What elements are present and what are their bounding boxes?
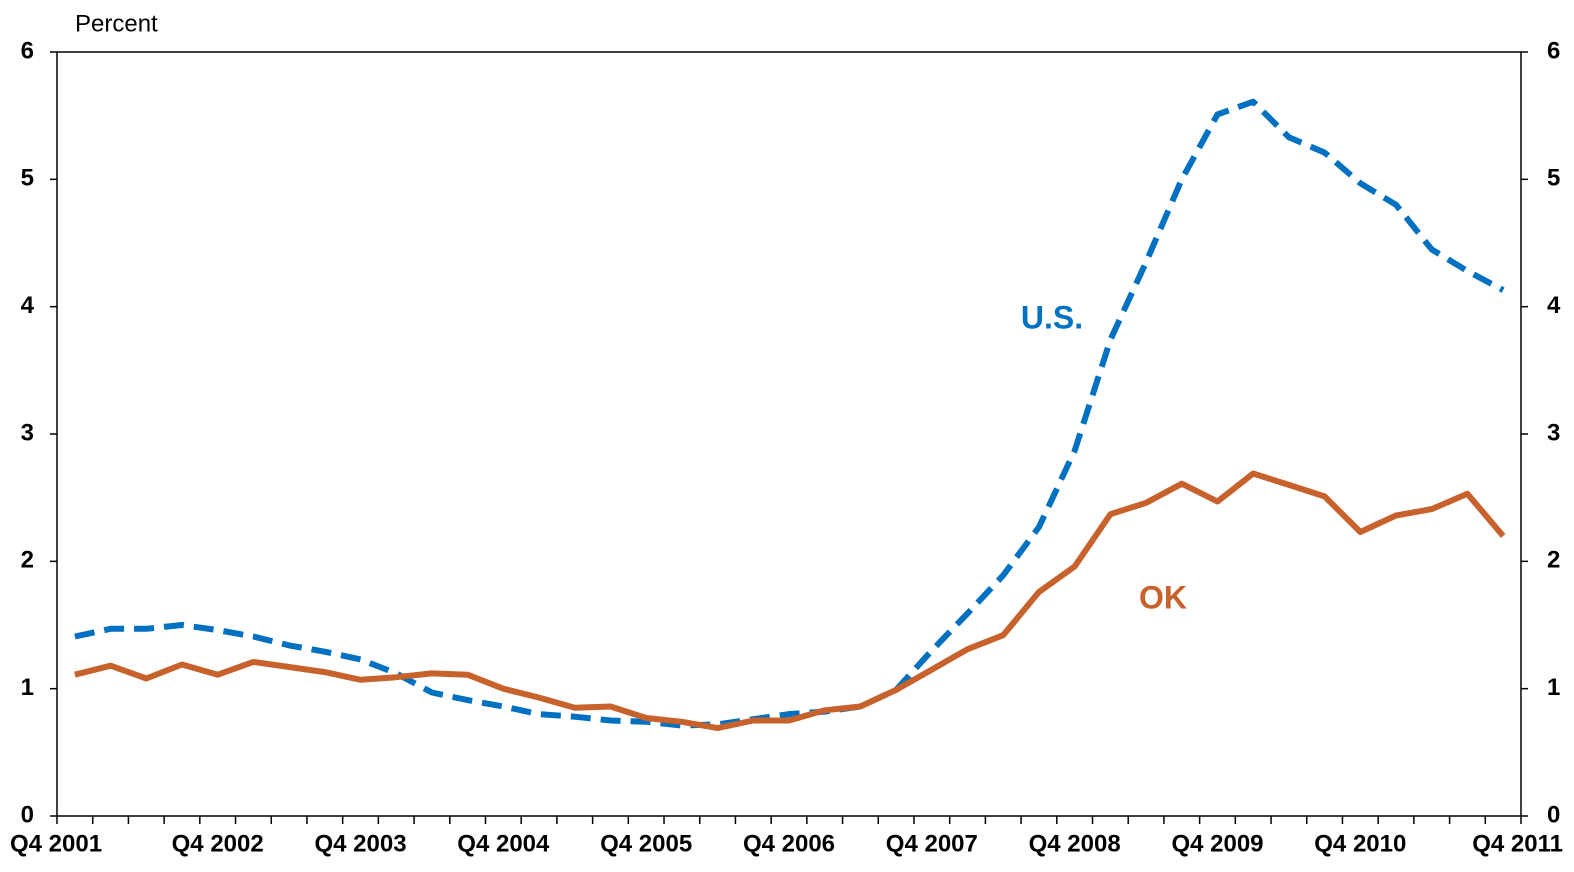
x-tick-label: Q4 2010 <box>1314 830 1406 857</box>
y2-tick-label: 1 <box>1547 674 1560 701</box>
x-tick-label: Q4 2002 <box>172 830 264 857</box>
y-tick-label: 4 <box>21 292 35 319</box>
y2-tick-label: 5 <box>1547 165 1560 192</box>
y-tick-label: 5 <box>21 165 34 192</box>
series-label: U.S. <box>1021 299 1083 335</box>
x-tick-label: Q4 2001 <box>10 830 102 857</box>
y-tick-label: 1 <box>21 674 34 701</box>
x-tick-label: Q4 2009 <box>1171 830 1263 857</box>
x-tick-label: Q4 2005 <box>600 830 692 857</box>
y-tick-label: 2 <box>21 547 34 574</box>
series-label: OK <box>1139 579 1187 615</box>
y-tick-label: 0 <box>21 801 34 828</box>
x-tick-label: Q4 2004 <box>457 830 550 857</box>
x-tick-label: Q4 2008 <box>1029 830 1121 857</box>
x-tick-label: Q4 2006 <box>743 830 835 857</box>
x-tick-label: Q4 2007 <box>886 830 978 857</box>
series-line <box>74 470 1506 732</box>
y2-tick-label: 0 <box>1547 801 1560 828</box>
y-axis-label: Percent <box>75 10 158 37</box>
y2-tick-label: 3 <box>1547 419 1560 446</box>
y-tick-label: 6 <box>21 37 34 64</box>
plot-frame <box>56 51 1522 817</box>
y2-tick-label: 2 <box>1547 547 1560 574</box>
y-tick-label: 3 <box>21 419 34 446</box>
y2-tick-label: 4 <box>1547 292 1561 319</box>
x-tick-label: Q4 2003 <box>314 830 406 857</box>
y2-tick-label: 6 <box>1547 37 1560 64</box>
series-line <box>74 98 1505 729</box>
x-tick-label: Q4 2011 <box>1472 830 1563 857</box>
